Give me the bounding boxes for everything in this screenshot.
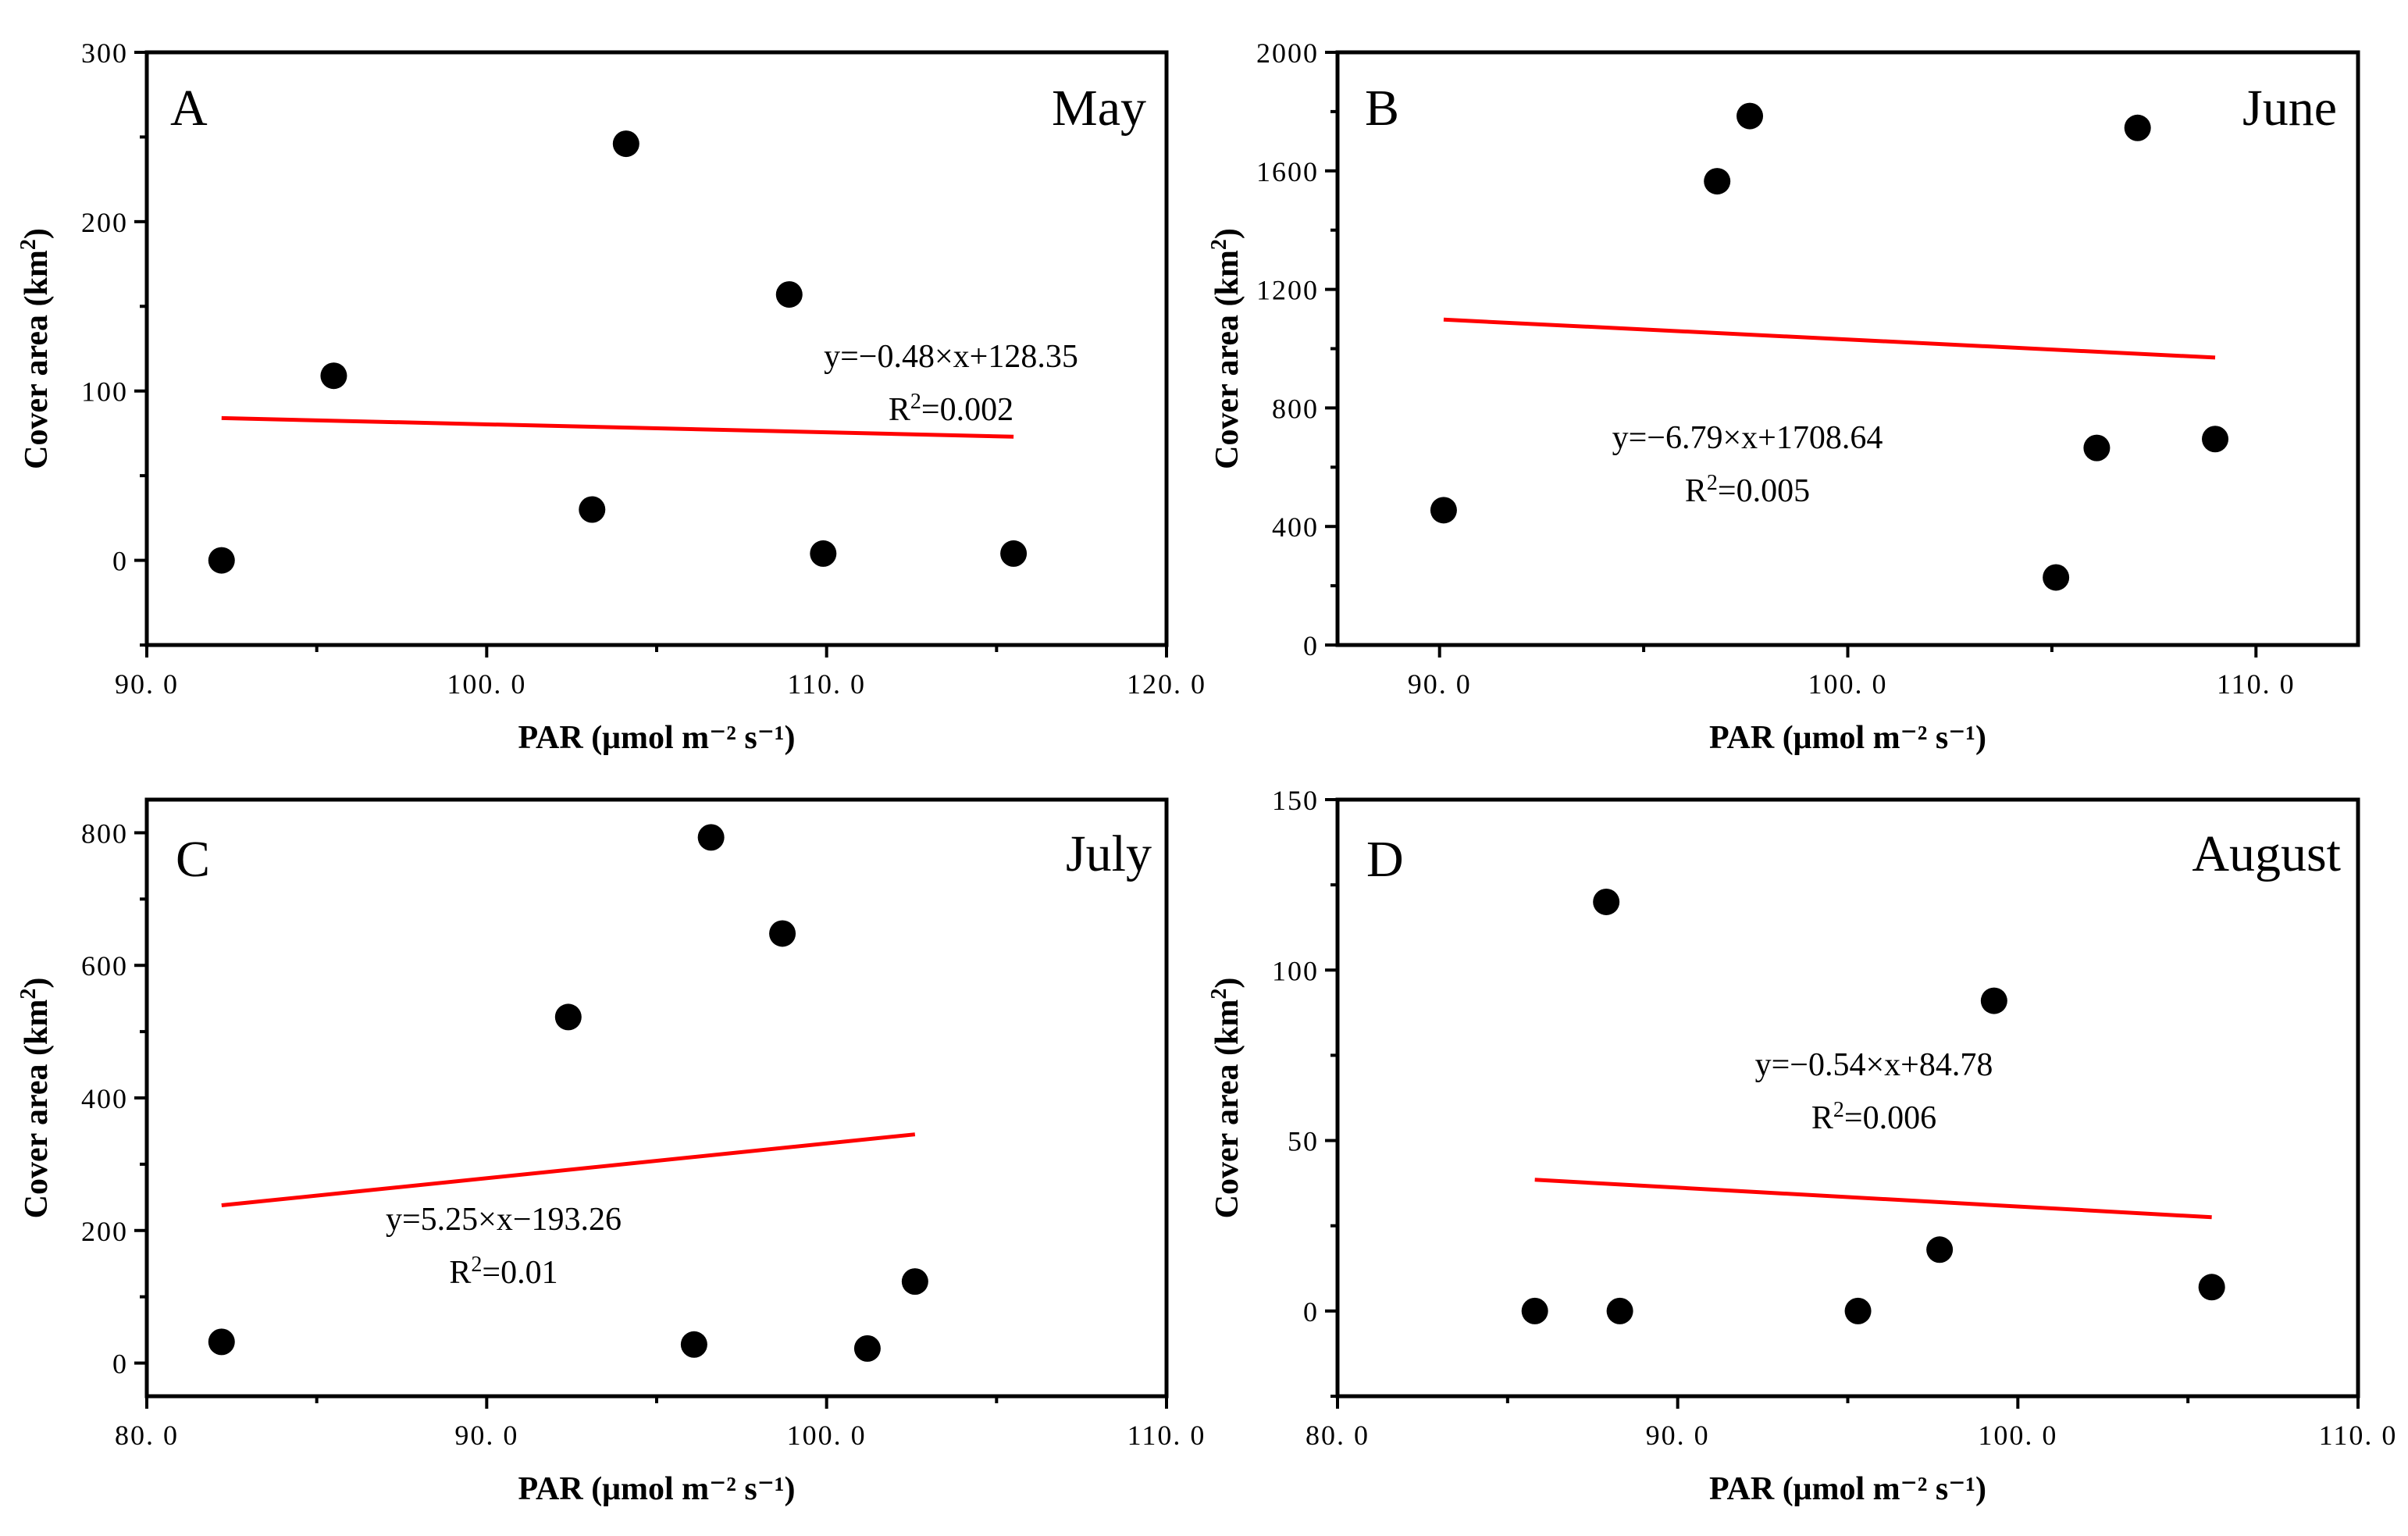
y-tick-label: 800 [1272,393,1319,424]
data-point [2043,564,2070,591]
regression-line [1443,317,2216,360]
x-tick-label: 90. 0 [115,668,179,700]
data-point [1593,888,1620,915]
x-axis-title: PAR (μmol m⁻² s⁻¹) [518,720,796,756]
y-tick-label: 0 [112,1349,128,1380]
x-tick-label: 90. 0 [454,1420,518,1451]
y-tick-label: 0 [1303,630,1319,661]
panel-a: 90. 0 100. 0 110. 0 120. 0 0 100 200 300 PAR (μm… [16,37,1206,756]
x-tick-label: 120. 0 [1127,668,1206,700]
y-axis-title: Cover area (km2) [1207,228,1246,469]
data-point [1844,1297,1872,1324]
y-tick-label: 1600 [1256,156,1319,187]
data-point [1606,1297,1633,1324]
x-tick-label: 90. 0 [1646,1420,1710,1451]
data-point [1000,540,1028,567]
data-point [2124,114,2151,141]
panel-b: 90. 0 100. 0 110. 0 0 400 800 1200 1600 2000 PAR … [1207,37,2360,756]
x-tick-label: 110. 0 [1127,1420,1206,1451]
y-tick-label: 0 [112,546,128,577]
r-squared-label: R2=0.002 [889,390,1013,429]
regression-line [221,1132,916,1208]
y-tick-label: 2000 [1256,37,1319,69]
data-point [810,540,837,567]
x-axis-title: PAR (μmol m⁻² s⁻¹) [518,1471,796,1507]
x-tick-label: 110. 0 [2217,668,2296,700]
x-tick-label: 100. 0 [787,1420,867,1451]
regression-equation: y=−0.48×x+128.35 [824,339,1078,375]
y-tick-label: 400 [81,1083,128,1114]
data-point [612,130,639,158]
x-tick-label: 110. 0 [2319,1420,2398,1451]
data-point [1926,1236,1954,1263]
x-tick-label: 110. 0 [787,668,866,700]
panel-letter: C [176,831,210,888]
r-squared-label: R2=0.006 [1811,1098,1936,1137]
data-point [1430,497,1457,524]
data-point [554,1003,582,1031]
regression-equation: y=−6.79×x+1708.64 [1612,420,1883,456]
panel-letter: D [1366,831,1404,888]
panel-letter: A [170,80,208,137]
r-squared-label: R2=0.01 [449,1253,557,1292]
regression-line [1534,1178,2212,1220]
x-tick-label: 80. 0 [1306,1420,1370,1451]
data-point [1521,1297,1548,1324]
data-point [208,547,235,574]
data-point [2083,434,2111,462]
y-axis-title: Cover area (km2) [16,228,55,469]
data-point [2198,1274,2225,1301]
y-axis-title: Cover area (km2) [16,978,55,1219]
data-point [1980,987,2007,1014]
x-tick-label: 100. 0 [447,668,526,700]
y-tick-label: 0 [1303,1296,1319,1328]
data-point [901,1268,928,1295]
data-point [853,1335,881,1362]
data-point [1704,168,1731,195]
panel-month: June [2242,80,2337,137]
data-point [697,824,725,851]
y-tick-label: 50 [1288,1126,1319,1157]
data-point [2202,426,2229,453]
r-squared-label: R2=0.005 [1685,471,1810,510]
x-axis-title: PAR (μmol m⁻² s⁻¹) [1709,1471,1986,1507]
plot-frame [144,797,1169,1399]
panel-c: 80. 0 90. 0 100. 0 110. 0 0 200 400 600 800 PAR (… [16,797,1206,1507]
y-tick-label: 100 [81,376,128,408]
y-tick-label: 150 [1272,785,1319,816]
y-axis-title: Cover area (km2) [1207,978,1246,1219]
data-point [775,281,803,308]
data-point [680,1331,707,1358]
y-tick-label: 200 [81,1216,128,1247]
y-tick-label: 600 [81,950,128,982]
plot-frame [1335,50,2360,647]
panel-month: May [1052,80,1146,137]
y-tick-label: 300 [81,37,128,69]
panel-month: August [2192,825,2341,882]
data-point [769,920,796,947]
y-tick-label: 800 [81,818,128,849]
x-tick-label: 80. 0 [115,1420,179,1451]
panel-month: July [1066,825,1152,882]
y-tick-label: 400 [1272,511,1319,543]
regression-equation: y=5.25×x−193.26 [386,1202,622,1238]
x-tick-label: 100. 0 [1978,1420,2057,1451]
regression-equation: y=−0.54×x+84.78 [1755,1047,1993,1083]
data-point [320,362,347,390]
data-point [579,496,606,523]
y-tick-label: 100 [1272,955,1319,986]
x-tick-label: 100. 0 [1808,668,1888,700]
x-axis-title: PAR (μmol m⁻² s⁻¹) [1709,720,1986,756]
regression-line [221,415,1014,439]
data-point [1737,102,1764,130]
panel-letter: B [1365,80,1399,137]
x-tick-label: 90. 0 [1408,668,1472,700]
data-point [208,1328,235,1356]
y-tick-label: 1200 [1256,275,1319,306]
y-tick-label: 200 [81,207,128,238]
panel-d: 80. 0 90. 0 100. 0 110. 0 0 50 100 150 PAR (μmol… [1207,785,2398,1507]
